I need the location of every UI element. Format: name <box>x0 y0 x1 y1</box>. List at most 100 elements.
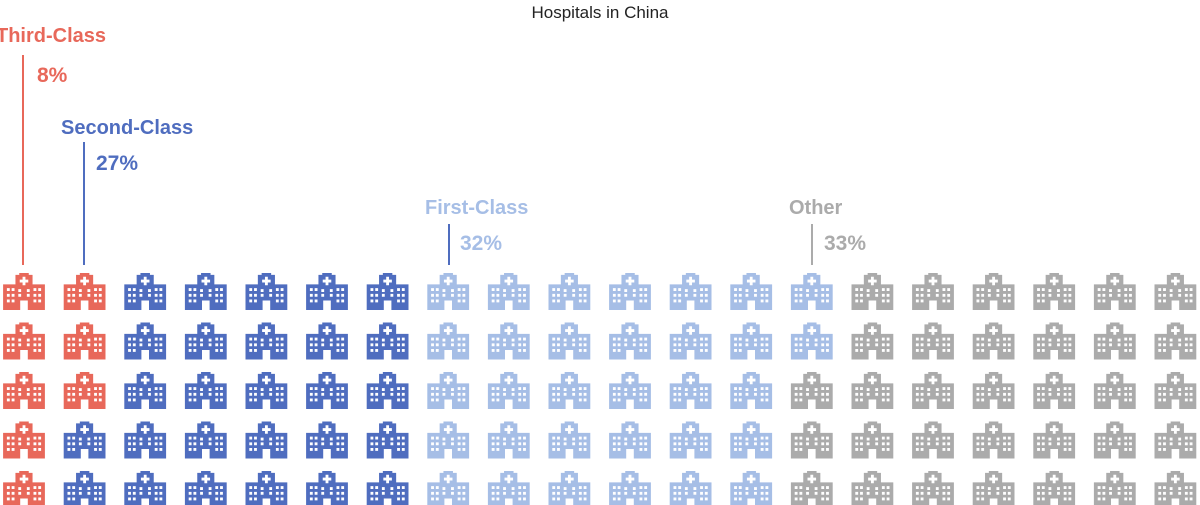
hospital-icon <box>1093 322 1136 360</box>
hospital-icon <box>1093 421 1136 459</box>
hospital-icon <box>245 470 288 505</box>
category-value-first-class: 32% <box>460 232 502 255</box>
hospital-icon <box>184 322 227 360</box>
category-value-other: 33% <box>824 232 866 255</box>
category-name-second-class: Second-Class <box>61 117 193 139</box>
hospital-icon <box>184 272 227 310</box>
hospital-icon <box>487 421 530 459</box>
hospital-icon <box>669 272 712 310</box>
category-name-first-class: First-Class <box>425 197 528 219</box>
hospital-icon <box>609 371 651 409</box>
hospital-icon <box>972 470 1015 505</box>
hospital-icon <box>609 322 651 360</box>
hospital-icon <box>912 272 954 310</box>
hospital-icon <box>3 470 45 505</box>
hospital-icon <box>366 322 409 360</box>
hospital-icon <box>1154 470 1197 505</box>
hospital-icon <box>1093 371 1136 409</box>
hospital-icon <box>366 371 409 409</box>
hospital-icon <box>790 322 833 360</box>
hospital-icon <box>124 470 167 505</box>
hospital-icon <box>1093 272 1136 310</box>
hospital-icon <box>245 421 288 459</box>
hospital-icon <box>1033 272 1076 310</box>
hospital-icon <box>548 421 591 459</box>
hospital-icon <box>3 272 45 310</box>
chart-title: Hospitals in China <box>531 3 669 22</box>
hospital-icon <box>972 272 1015 310</box>
hospital-icon <box>487 371 530 409</box>
hospital-icon <box>427 371 470 409</box>
hospital-icon <box>306 272 348 310</box>
category-name-third-class: Third-Class <box>0 25 106 47</box>
hospital-icon <box>790 470 833 505</box>
hospital-icon <box>1154 371 1197 409</box>
hospital-icon <box>669 421 712 459</box>
hospital-icon <box>124 371 167 409</box>
hospital-icon <box>63 272 106 310</box>
hospital-icon <box>609 421 651 459</box>
hospital-icon <box>427 272 470 310</box>
hospital-icon <box>972 371 1015 409</box>
hospital-icon <box>669 371 712 409</box>
hospital-icon <box>730 470 773 505</box>
hospital-icon <box>124 421 167 459</box>
hospital-icon <box>306 421 348 459</box>
category-label-first-class: First-Class 32% <box>425 197 528 265</box>
hospital-icon <box>1033 470 1076 505</box>
hospital-icon <box>1033 421 1076 459</box>
hospital-icon <box>184 421 227 459</box>
hospital-icon <box>124 322 167 360</box>
hospital-icon <box>63 421 106 459</box>
hospital-icon <box>790 272 833 310</box>
hospital-icon <box>1154 272 1197 310</box>
hospital-icon <box>1033 371 1076 409</box>
hospital-icon <box>851 322 894 360</box>
hospital-icon <box>487 272 530 310</box>
hospital-icon <box>3 322 45 360</box>
hospital-icon <box>1093 470 1136 505</box>
hospital-icon <box>912 371 954 409</box>
hospital-icon <box>730 272 773 310</box>
hospital-icon <box>63 470 106 505</box>
hospital-icon <box>972 322 1015 360</box>
hospital-icon <box>427 322 470 360</box>
hospital-icon <box>1033 322 1076 360</box>
hospital-icon <box>548 272 591 310</box>
hospital-icon <box>245 371 288 409</box>
hospital-icon <box>124 272 167 310</box>
hospital-icon <box>487 470 530 505</box>
hospital-icon <box>366 470 409 505</box>
category-value-third-class: 8% <box>37 64 68 87</box>
category-name-other: Other <box>789 197 843 219</box>
hospital-icon <box>245 272 288 310</box>
hospital-icon <box>366 421 409 459</box>
hospital-icon <box>548 322 591 360</box>
hospital-icon <box>184 371 227 409</box>
hospital-icon <box>972 421 1015 459</box>
hospital-icon <box>306 371 348 409</box>
hospital-icon <box>851 371 894 409</box>
hospital-icon <box>851 421 894 459</box>
hospital-icon-grid <box>3 272 1197 505</box>
hospital-icon <box>730 421 773 459</box>
hospital-icon <box>790 421 833 459</box>
hospital-icon <box>306 322 348 360</box>
hospital-icon <box>1154 322 1197 360</box>
hospital-icon <box>548 371 591 409</box>
hospital-icon <box>3 421 45 459</box>
hospital-icon <box>427 421 470 459</box>
hospital-icon <box>306 470 348 505</box>
hospital-icon <box>730 322 773 360</box>
category-label-third-class: Third-Class 8% <box>0 25 106 265</box>
hospital-icon <box>730 371 773 409</box>
hospital-icon <box>3 371 45 409</box>
category-label-second-class: Second-Class 27% <box>61 117 193 265</box>
category-label-other: Other 33% <box>789 197 866 265</box>
hospital-icon <box>427 470 470 505</box>
hospital-icon <box>487 322 530 360</box>
hospital-icon <box>609 272 651 310</box>
hospital-icon <box>366 272 409 310</box>
hospital-icon <box>63 322 106 360</box>
